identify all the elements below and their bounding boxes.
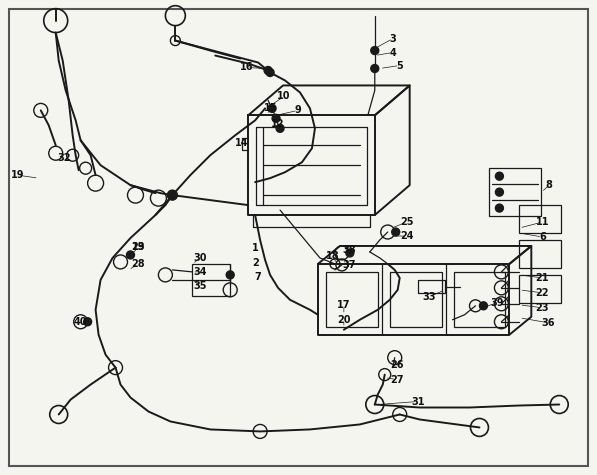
Text: 13: 13 xyxy=(132,242,145,252)
Circle shape xyxy=(268,104,276,113)
Text: 22: 22 xyxy=(536,288,549,298)
Text: 23: 23 xyxy=(536,303,549,313)
Text: 39: 39 xyxy=(491,298,504,308)
Text: 3: 3 xyxy=(389,34,396,44)
Text: 11: 11 xyxy=(536,217,549,227)
Circle shape xyxy=(496,204,503,212)
Circle shape xyxy=(346,249,354,257)
Text: 32: 32 xyxy=(57,153,70,163)
Text: 9: 9 xyxy=(295,105,301,115)
Text: 15: 15 xyxy=(264,104,278,114)
Text: 6: 6 xyxy=(539,232,546,242)
Bar xyxy=(490,168,541,216)
Text: 16: 16 xyxy=(241,63,254,73)
Text: 4: 4 xyxy=(389,48,396,57)
Text: 36: 36 xyxy=(541,318,555,328)
Text: 27: 27 xyxy=(390,375,404,385)
Circle shape xyxy=(272,114,280,123)
Text: 25: 25 xyxy=(400,217,414,227)
Text: 1: 1 xyxy=(252,243,259,253)
Text: 2: 2 xyxy=(252,258,259,268)
Text: 24: 24 xyxy=(400,231,414,241)
Circle shape xyxy=(226,271,234,279)
Bar xyxy=(519,275,561,303)
Circle shape xyxy=(479,302,487,310)
Circle shape xyxy=(84,318,91,326)
Text: 37: 37 xyxy=(342,260,356,270)
Circle shape xyxy=(392,228,400,236)
Circle shape xyxy=(371,47,378,55)
Text: 38: 38 xyxy=(342,245,356,255)
Circle shape xyxy=(276,124,284,133)
Text: 31: 31 xyxy=(411,397,424,407)
Text: 35: 35 xyxy=(193,281,207,291)
Circle shape xyxy=(167,190,177,200)
Text: 30: 30 xyxy=(193,253,207,263)
Bar xyxy=(192,264,230,296)
Text: 7: 7 xyxy=(255,272,261,282)
Text: 26: 26 xyxy=(390,360,404,370)
Text: 33: 33 xyxy=(423,292,436,302)
Text: 8: 8 xyxy=(546,180,553,190)
Text: 18: 18 xyxy=(326,251,340,261)
Text: 12: 12 xyxy=(271,119,285,129)
Bar xyxy=(326,272,378,327)
Text: 40: 40 xyxy=(74,317,87,327)
Bar xyxy=(519,240,561,268)
Text: 19: 19 xyxy=(11,170,24,180)
Text: 21: 21 xyxy=(536,273,549,283)
Text: 20: 20 xyxy=(337,315,350,325)
Text: 10: 10 xyxy=(277,91,291,102)
Text: 14: 14 xyxy=(235,138,249,148)
Circle shape xyxy=(266,68,274,76)
Bar xyxy=(519,205,561,233)
Text: 5: 5 xyxy=(396,60,403,70)
Bar xyxy=(390,272,442,327)
Circle shape xyxy=(127,251,134,259)
Text: 17: 17 xyxy=(337,300,350,310)
Text: 28: 28 xyxy=(132,259,145,269)
Text: 34: 34 xyxy=(193,267,207,277)
Circle shape xyxy=(264,66,272,75)
Circle shape xyxy=(496,188,503,196)
Circle shape xyxy=(496,172,503,180)
Bar xyxy=(454,272,506,327)
Circle shape xyxy=(371,65,378,73)
Text: 29: 29 xyxy=(132,242,145,252)
